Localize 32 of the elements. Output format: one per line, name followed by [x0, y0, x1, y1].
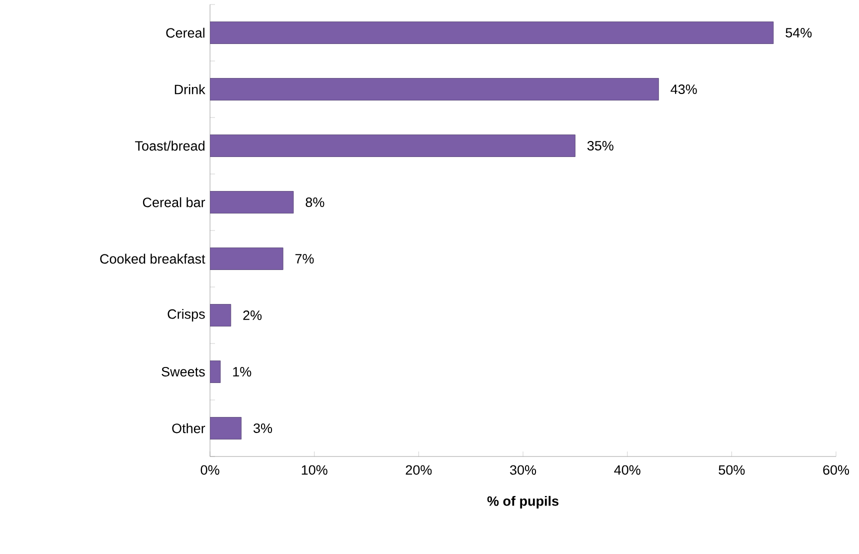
- x-tick-label: 50%: [718, 464, 745, 475]
- y-tick-label: Cooked breakfast: [100, 254, 206, 264]
- bar: [210, 304, 232, 326]
- bar: [210, 190, 294, 214]
- x-tick-label: 10%: [302, 464, 328, 475]
- x-tick-label: 0%: [200, 464, 220, 475]
- x-tick-label: 30%: [510, 464, 536, 475]
- bar: [210, 360, 221, 383]
- bar: [210, 134, 576, 157]
- data-label: 3%: [254, 423, 272, 433]
- bar: [210, 78, 659, 100]
- data-label: 43%: [670, 84, 697, 94]
- data-label: 8%: [306, 197, 324, 207]
- y-tick-label: Sweets: [162, 366, 205, 376]
- bar: [210, 416, 242, 440]
- data-label: 54%: [786, 28, 812, 38]
- y-tick-label: Crisps: [168, 308, 205, 322]
- x-tick-label: 60%: [823, 464, 850, 475]
- data-label: 2%: [243, 310, 262, 320]
- bar: [210, 247, 284, 270]
- y-tick-label: Cereal: [166, 28, 204, 38]
- x-axis-title: % of pupils: [487, 496, 558, 508]
- y-tick-label: Drink: [174, 84, 206, 94]
- data-label: 7%: [295, 254, 314, 264]
- x-tick-label: 40%: [614, 464, 640, 475]
- bar: [210, 21, 774, 44]
- x-tick-label: 20%: [406, 464, 432, 475]
- y-tick-label: Other: [172, 423, 206, 433]
- y-tick-label: Toast/bread: [135, 140, 204, 150]
- y-tick-label: Cereal bar: [142, 197, 206, 207]
- data-label: 35%: [587, 140, 614, 150]
- data-label: 1%: [233, 366, 252, 376]
